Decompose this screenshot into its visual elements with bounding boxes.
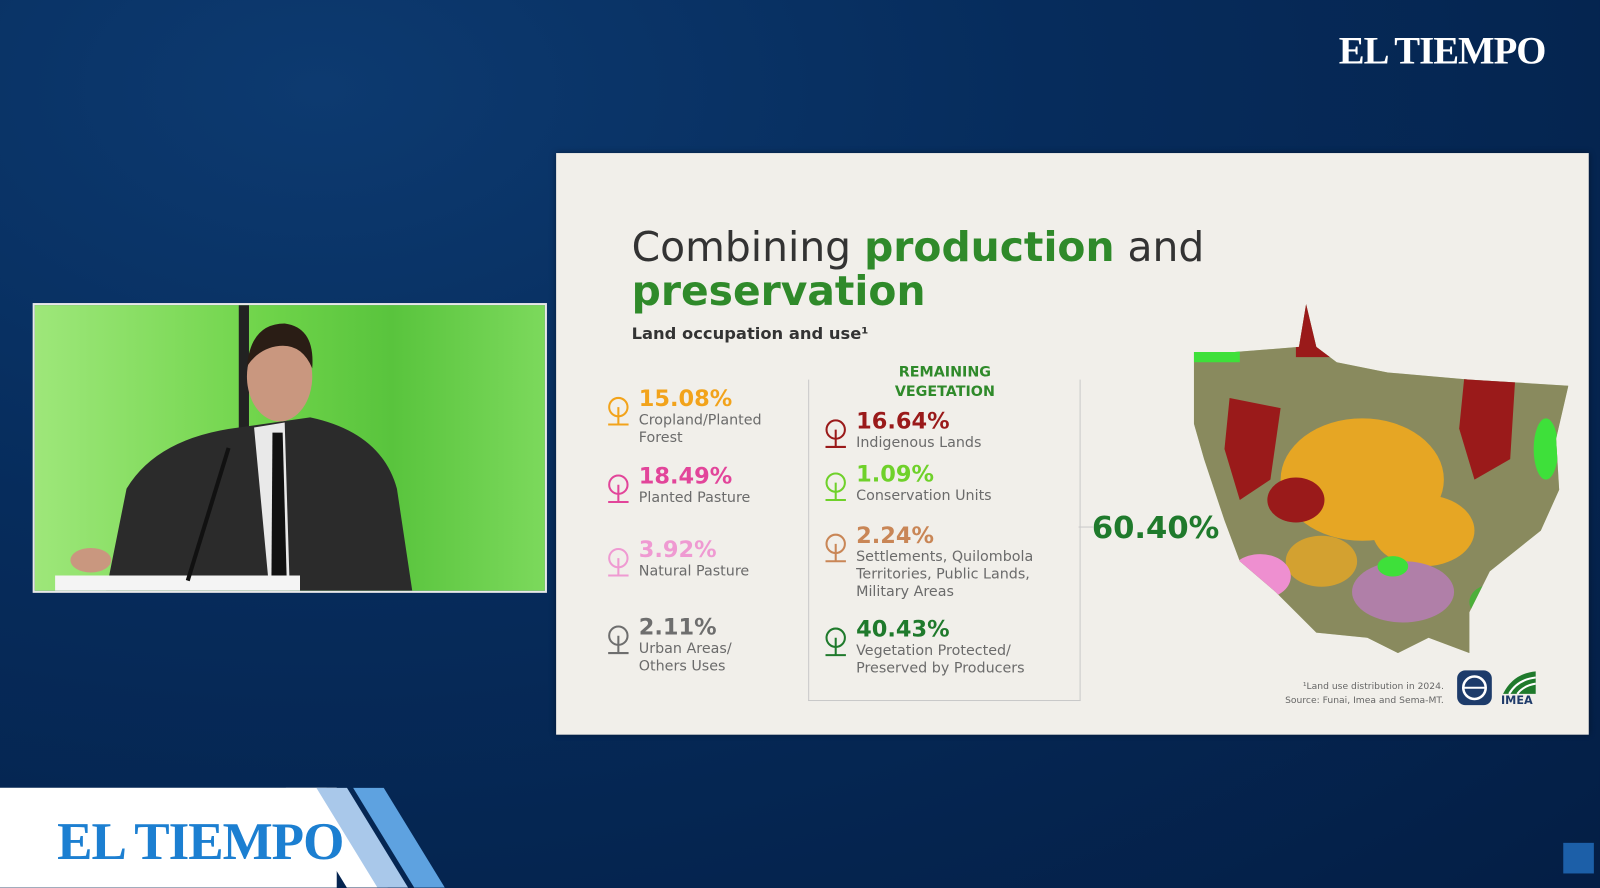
item-value: 2.11% [638, 615, 717, 641]
imea-logo-mark [1503, 671, 1536, 695]
item-icon [608, 625, 629, 655]
item-value: 18.49% [638, 464, 733, 490]
item-icon [608, 396, 629, 426]
presentation-slide: Combining production and preservation La… [556, 153, 1589, 735]
item-text: 1.09% Conservation Units [856, 463, 1050, 505]
item-icon [825, 627, 846, 657]
item-label: Urban Areas/ Others Uses [638, 640, 732, 675]
item-value: 3.92% [638, 537, 717, 564]
item-value: 16.64% [856, 409, 950, 435]
title-highlight: production [864, 224, 1115, 272]
imea-logo-label: IMEA [1501, 693, 1533, 708]
speaker-figure [55, 305, 413, 591]
item-label: Settlements, Quilombola Territories, Pub… [856, 548, 1034, 600]
item-label: Indigenous Lands [856, 434, 982, 452]
speaker-video [32, 303, 547, 593]
item-text: 15.08% Cropland/Planted Forest [638, 386, 782, 447]
land-use-item: 40.43% Vegetation Protected/ Preserved by… [819, 618, 1054, 679]
item-value: 1.09% [856, 462, 935, 488]
footnote-block: ¹Land use distribution in 2024. Source: … [1276, 680, 1444, 709]
title-text: Combining [631, 224, 852, 272]
item-text: 16.64% Indigenous Lands [856, 410, 1050, 452]
item-text: 3.92% Natural Pasture [638, 537, 782, 581]
item-value: 2.24% [856, 523, 935, 549]
slide-title-line-2: preservation [631, 268, 926, 316]
item-icon [608, 474, 629, 504]
vegetation-heading: REMAINING VEGETATION [862, 363, 1028, 403]
source: Source: Funai, Imea and Sema-MT. [1285, 695, 1444, 707]
item-icon [825, 419, 846, 448]
vegetation-total: 60.40% [1091, 510, 1220, 546]
land-use-item: 15.08% Cropland/Planted Forest [602, 386, 786, 449]
item-icon [608, 547, 629, 577]
header-logo: EL TIEMPO [1338, 29, 1547, 73]
partner-logo [1457, 670, 1492, 706]
item-text: 40.43% Vegetation Protected/ Preserved by… [856, 618, 1050, 677]
land-use-item: 18.49% Planted Pasture [602, 465, 786, 526]
title-text: and [1127, 224, 1205, 272]
footer-logo: EL TIEMPO [57, 813, 344, 872]
vegetation-bracket [808, 379, 1081, 702]
item-label: Vegetation Protected/ Preserved by Produ… [856, 642, 1025, 677]
item-label: Conservation Units [856, 487, 992, 505]
item-text: 18.49% Planted Pasture [639, 465, 782, 507]
item-text: 2.24% Settlements, Quilombola Territories… [856, 524, 1050, 601]
item-value: 15.08% [638, 386, 733, 413]
land-use-item: 3.92% Natural Pasture [602, 537, 786, 600]
footnote: ¹Land use distribution in 2024. [1302, 681, 1444, 692]
item-icon [825, 472, 846, 502]
connector [1078, 526, 1093, 528]
land-use-item: 2.11% Urban Areas/ Others Uses [602, 616, 786, 677]
slide-subtitle: Land occupation and use¹ [631, 323, 869, 343]
item-value: 40.43% [856, 617, 950, 643]
footer-banner [0, 787, 337, 888]
footer-stripes [285, 787, 445, 888]
item-label: Cropland/Planted Forest [638, 412, 762, 446]
slide-title-line-1: Combining production and [632, 224, 1205, 271]
item-label: Planted Pasture [638, 489, 751, 507]
item-text: 2.11% Urban Areas/ Others Uses [639, 616, 782, 675]
state-map [1193, 304, 1569, 654]
land-use-item: 1.09% Conservation Units [819, 463, 1054, 524]
item-icon [825, 533, 846, 563]
land-use-item: 16.64% Indigenous Lands [819, 410, 1054, 471]
item-label: Natural Pasture [638, 563, 750, 580]
land-use-item: 2.24% Settlements, Quilombola Territories… [819, 524, 1054, 600]
corner-badge [1563, 842, 1594, 874]
